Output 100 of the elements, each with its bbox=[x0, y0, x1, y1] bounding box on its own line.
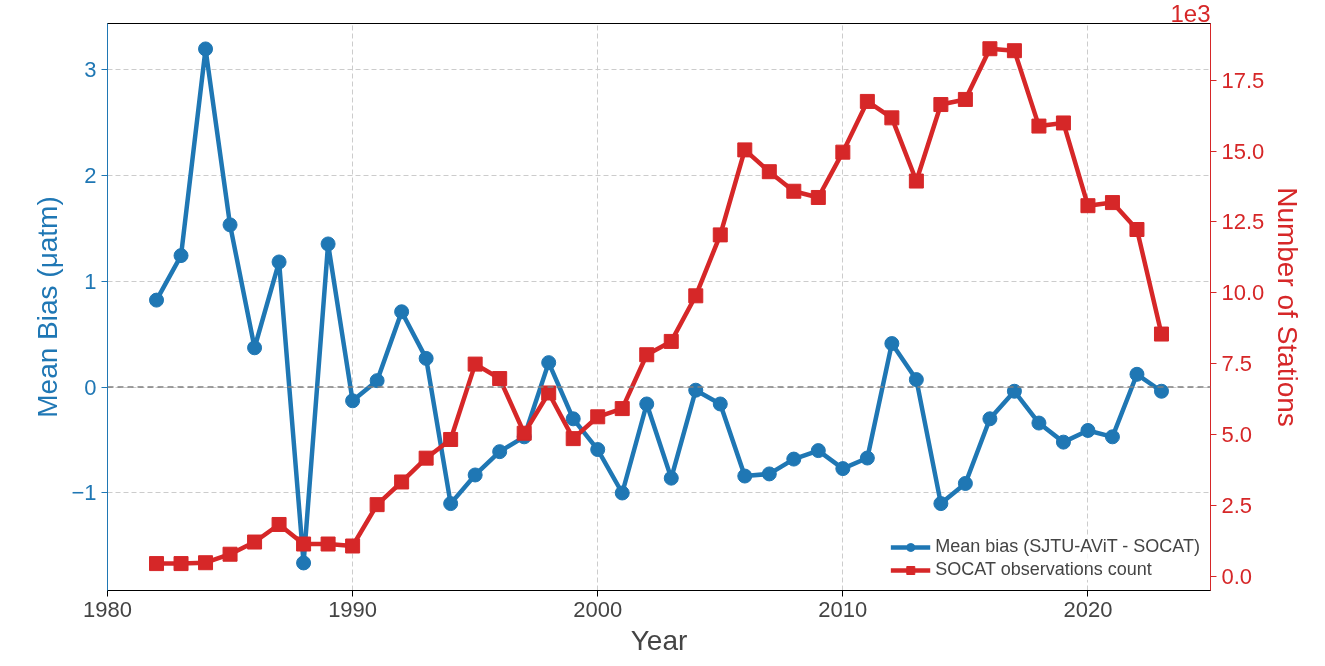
x-tick-label: 2010 bbox=[818, 596, 868, 622]
point bbox=[786, 183, 802, 199]
point bbox=[663, 470, 679, 486]
y2-tick-label: 2.5 bbox=[1221, 492, 1253, 518]
x-tick-label: 1980 bbox=[83, 596, 132, 622]
point bbox=[614, 401, 630, 417]
point bbox=[1153, 326, 1169, 342]
point bbox=[222, 217, 238, 233]
point bbox=[590, 409, 606, 425]
y2-tick-label: 15.0 bbox=[1221, 138, 1265, 164]
point bbox=[149, 292, 165, 308]
point bbox=[933, 496, 949, 512]
point bbox=[222, 546, 238, 562]
point bbox=[369, 497, 385, 513]
point bbox=[639, 347, 655, 363]
point bbox=[1104, 195, 1120, 211]
point bbox=[1080, 198, 1096, 214]
point bbox=[296, 536, 312, 552]
point bbox=[1031, 415, 1047, 431]
point bbox=[712, 227, 728, 243]
point bbox=[884, 336, 900, 352]
point bbox=[345, 393, 361, 409]
point bbox=[443, 431, 459, 447]
point bbox=[198, 555, 214, 571]
point bbox=[737, 468, 753, 484]
legend-label: Mean bias (SJTU-AViT - SOCAT) bbox=[935, 536, 1200, 557]
point bbox=[320, 236, 336, 252]
point bbox=[761, 466, 777, 482]
point bbox=[614, 485, 630, 501]
point bbox=[173, 556, 189, 572]
point bbox=[688, 288, 704, 304]
y2-tick-label: 17.5 bbox=[1221, 67, 1265, 93]
point bbox=[859, 93, 875, 109]
point bbox=[467, 467, 483, 483]
point bbox=[247, 534, 263, 550]
point bbox=[1129, 222, 1145, 237]
x-axis-title: Year bbox=[630, 624, 688, 656]
point bbox=[1080, 422, 1096, 438]
point bbox=[492, 444, 508, 460]
y-tick-label: 0 bbox=[84, 374, 97, 400]
point bbox=[1055, 434, 1071, 450]
point bbox=[1055, 115, 1071, 131]
point bbox=[933, 97, 949, 113]
point bbox=[271, 516, 287, 532]
point bbox=[982, 411, 998, 427]
y2-tick-label: 12.5 bbox=[1221, 209, 1265, 235]
point bbox=[296, 555, 312, 571]
point bbox=[565, 431, 581, 447]
point bbox=[1006, 43, 1022, 59]
x-tick-label: 2020 bbox=[1063, 596, 1113, 622]
point bbox=[1006, 383, 1022, 399]
y-tick-label: 1 bbox=[84, 268, 97, 294]
point bbox=[247, 340, 263, 356]
point bbox=[786, 451, 802, 467]
point bbox=[492, 371, 508, 387]
point bbox=[565, 411, 581, 427]
point bbox=[1104, 429, 1120, 445]
point bbox=[835, 144, 851, 160]
point bbox=[908, 372, 924, 388]
point bbox=[761, 164, 777, 180]
point bbox=[198, 41, 214, 57]
y-tick-label: 3 bbox=[84, 56, 97, 82]
point bbox=[663, 333, 679, 349]
point bbox=[418, 450, 434, 466]
point bbox=[884, 110, 900, 126]
point bbox=[957, 475, 973, 491]
point bbox=[639, 396, 655, 412]
y2-tick-label: 5.0 bbox=[1221, 421, 1253, 447]
point bbox=[541, 385, 557, 401]
point bbox=[149, 556, 165, 572]
point bbox=[835, 461, 851, 477]
point bbox=[957, 91, 973, 107]
point bbox=[173, 248, 189, 264]
point bbox=[908, 173, 924, 189]
point bbox=[418, 350, 434, 366]
point bbox=[737, 142, 753, 158]
point bbox=[810, 443, 826, 459]
y-tick-label: −1 bbox=[71, 480, 97, 506]
y2-tick-label: 0.0 bbox=[1221, 563, 1253, 589]
point bbox=[516, 425, 532, 441]
y2-tick-label: 7.5 bbox=[1221, 351, 1253, 377]
point bbox=[394, 474, 410, 490]
point bbox=[369, 373, 385, 389]
point bbox=[271, 254, 287, 270]
point bbox=[443, 496, 459, 512]
point bbox=[320, 536, 336, 552]
point bbox=[1129, 366, 1145, 382]
point bbox=[394, 304, 410, 320]
point bbox=[859, 450, 875, 466]
annotation: 1e3 bbox=[1170, 0, 1211, 27]
y-axis-title: Mean Bias (μatm) bbox=[32, 196, 64, 418]
point bbox=[541, 355, 557, 371]
point bbox=[345, 538, 361, 554]
x-tick-label: 1990 bbox=[328, 596, 378, 622]
x-tick-label: 2000 bbox=[573, 596, 623, 622]
point bbox=[1031, 118, 1047, 134]
y-tick-label: 2 bbox=[84, 162, 97, 188]
point bbox=[810, 189, 826, 205]
point bbox=[982, 41, 998, 57]
legend-label: SOCAT observations count bbox=[935, 559, 1152, 580]
